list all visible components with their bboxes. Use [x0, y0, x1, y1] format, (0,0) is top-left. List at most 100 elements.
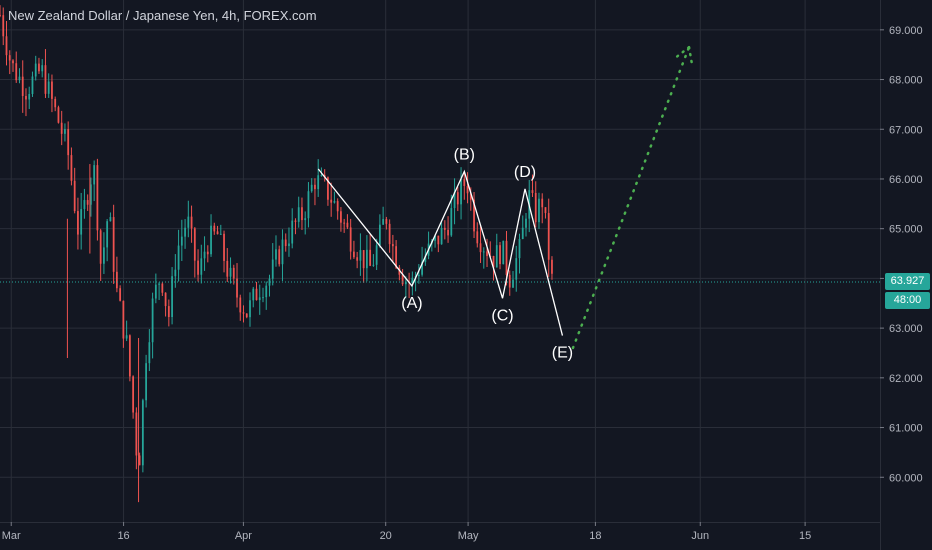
candle	[93, 160, 96, 202]
price-tick-label: 66.000	[889, 174, 923, 186]
candle	[200, 244, 203, 284]
wave-path[interactable]	[317, 168, 564, 336]
bar-countdown-badge: 48:00	[885, 292, 930, 310]
candle	[473, 191, 475, 238]
candle	[417, 264, 420, 284]
candle	[180, 219, 183, 262]
candle	[486, 238, 488, 267]
candle	[278, 245, 281, 267]
candle	[236, 263, 238, 308]
wave-label-b[interactable]: (B)	[454, 147, 475, 164]
candle	[2, 7, 5, 46]
candle	[190, 205, 193, 243]
candle	[245, 313, 248, 319]
chart-title: New Zealand Dollar / Japanese Yen, 4h, F…	[8, 8, 317, 23]
time-tick-label: May	[458, 530, 479, 542]
candle	[31, 71, 34, 97]
candle	[294, 218, 297, 235]
projection-dotted-line[interactable]	[571, 45, 694, 350]
time-tick-label: 15	[799, 530, 811, 542]
time-tick-label: Apr	[235, 530, 252, 542]
candle	[265, 281, 268, 310]
candle	[239, 294, 242, 321]
candle	[333, 191, 336, 204]
candle	[372, 254, 375, 267]
candle	[219, 224, 222, 235]
wave-label-c[interactable]: (C)	[491, 307, 513, 324]
candle	[103, 232, 105, 274]
candle	[288, 227, 290, 257]
price-tick-label: 67.000	[889, 124, 923, 136]
price-tick-label: 65.000	[889, 224, 923, 236]
candle	[77, 197, 79, 250]
candle	[161, 282, 164, 296]
candle	[456, 186, 459, 212]
candle	[8, 50, 11, 75]
candle	[70, 147, 73, 186]
candle	[281, 229, 284, 281]
projection-arrowhead[interactable]	[687, 45, 694, 67]
candle	[184, 219, 186, 249]
candle	[216, 225, 219, 235]
candle	[538, 192, 540, 229]
candle	[203, 236, 206, 271]
candle	[307, 182, 310, 228]
wave-label-a[interactable]: (A)	[401, 295, 422, 312]
candle	[534, 181, 537, 228]
candle	[518, 233, 521, 274]
candle	[67, 121, 70, 170]
candle	[164, 292, 167, 317]
projection-line[interactable]	[571, 45, 691, 350]
candle	[258, 284, 261, 315]
candle	[112, 204, 115, 284]
candle	[291, 208, 294, 249]
grid	[0, 0, 880, 522]
candle	[443, 220, 446, 240]
candle	[310, 178, 313, 193]
candle	[128, 334, 131, 382]
candle	[57, 105, 60, 124]
candle	[249, 292, 251, 327]
candle	[197, 249, 199, 282]
current-price-badge: 63.927	[885, 273, 930, 291]
candle	[148, 329, 151, 372]
elliott-wave-drawing[interactable]: (A) (B) (C) (D) (E)	[317, 147, 573, 362]
candle	[138, 452, 141, 466]
candle	[388, 219, 391, 253]
candle	[115, 256, 118, 293]
time-axis[interactable]: Mar 16 Apr 20 May 18 Jun 15	[0, 522, 880, 542]
candle	[151, 292, 154, 359]
projection-arrowhead[interactable]	[673, 45, 691, 60]
candle	[135, 407, 138, 470]
candle	[193, 227, 196, 278]
candle	[18, 68, 21, 84]
candle	[12, 59, 14, 72]
candle	[499, 241, 501, 270]
candle	[271, 243, 274, 286]
candle	[515, 245, 518, 292]
candle	[210, 214, 212, 257]
candle	[158, 282, 160, 300]
candle	[174, 254, 177, 288]
candle	[541, 193, 544, 224]
candle	[262, 287, 264, 303]
candle	[132, 375, 135, 419]
candle	[330, 182, 333, 217]
candle	[314, 178, 316, 206]
price-tick-label: 63.000	[889, 323, 923, 335]
candle	[508, 270, 511, 296]
candle	[122, 300, 125, 348]
price-tick-label: 61.000	[889, 423, 923, 435]
candle	[109, 212, 112, 222]
wave-label-d[interactable]: (D)	[514, 164, 536, 181]
candle	[44, 49, 47, 98]
candle	[366, 235, 368, 282]
candle	[99, 228, 102, 281]
price-axis[interactable]: 69.00068.00067.00066.00065.00064.00063.0…	[880, 0, 923, 550]
candle	[255, 281, 258, 301]
candle	[482, 247, 485, 269]
wave-label-e[interactable]: (E)	[552, 345, 573, 362]
candle	[297, 196, 300, 228]
